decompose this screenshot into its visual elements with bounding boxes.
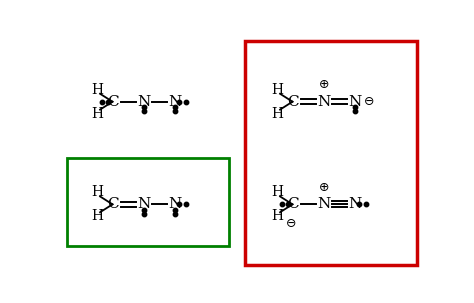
Text: C: C xyxy=(107,197,118,211)
Text: N: N xyxy=(348,197,362,211)
Text: N: N xyxy=(137,197,150,211)
Text: H: H xyxy=(271,107,283,121)
Text: H: H xyxy=(271,83,283,97)
Text: N: N xyxy=(317,95,330,109)
Text: H: H xyxy=(91,209,103,223)
Text: H: H xyxy=(91,185,103,199)
Text: N: N xyxy=(168,197,182,211)
Text: H: H xyxy=(271,185,283,199)
Text: ⊕: ⊕ xyxy=(319,181,329,194)
Text: H: H xyxy=(91,107,103,121)
Text: N: N xyxy=(137,95,150,109)
Bar xyxy=(245,41,418,265)
Text: C: C xyxy=(287,95,298,109)
Text: C: C xyxy=(107,95,118,109)
Text: ⊖: ⊖ xyxy=(364,95,374,108)
Text: ⊕: ⊕ xyxy=(319,78,329,92)
Text: H: H xyxy=(271,209,283,223)
Text: N: N xyxy=(348,95,362,109)
Text: ⊖: ⊖ xyxy=(286,217,297,230)
Text: N: N xyxy=(317,197,330,211)
Text: H: H xyxy=(91,83,103,97)
Text: C: C xyxy=(287,197,298,211)
Bar xyxy=(67,158,229,246)
Text: N: N xyxy=(168,95,182,109)
